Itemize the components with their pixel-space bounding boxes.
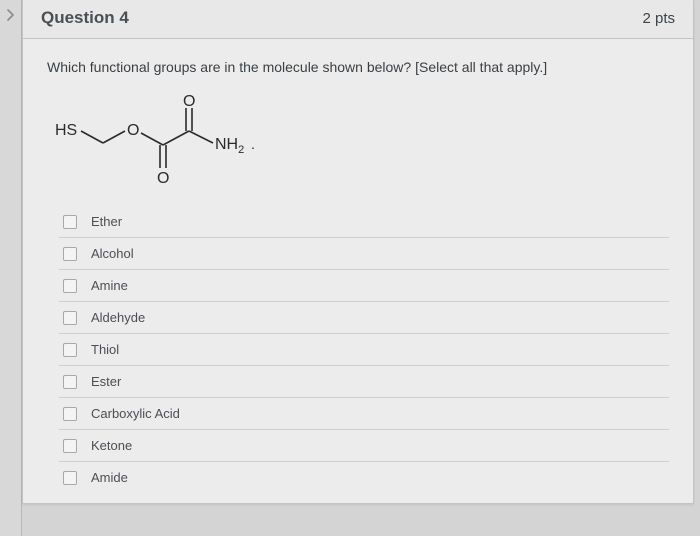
option-label: Alcohol: [91, 246, 134, 261]
question-body: Which functional groups are in the molec…: [23, 39, 693, 503]
bond: [103, 131, 125, 143]
option-label: Amine: [91, 278, 128, 293]
checkbox-icon[interactable]: [63, 279, 77, 293]
option-label: Amide: [91, 470, 128, 485]
bond: [81, 131, 103, 143]
option-row[interactable]: Amide: [59, 462, 669, 493]
checkbox-icon[interactable]: [63, 343, 77, 357]
bond: [141, 133, 163, 145]
option-label: Ether: [91, 214, 122, 229]
option-label: Thiol: [91, 342, 119, 357]
option-row[interactable]: Aldehyde: [59, 302, 669, 334]
option-row[interactable]: Thiol: [59, 334, 669, 366]
question-header: Question 4 2 pts: [23, 0, 693, 39]
question-title: Question 4: [41, 8, 129, 28]
question-collapse-gutter[interactable]: [0, 0, 22, 536]
option-row[interactable]: Ester: [59, 366, 669, 398]
option-row[interactable]: Carboxylic Acid: [59, 398, 669, 430]
label-nh2: NH2: [215, 136, 244, 156]
options-list: Ether Alcohol Amine Aldehyde Thiol Ester: [59, 206, 669, 493]
label-o-ether: O: [127, 122, 139, 139]
checkbox-icon[interactable]: [63, 215, 77, 229]
option-row[interactable]: Amine: [59, 270, 669, 302]
bond: [163, 131, 189, 145]
question-points: 2 pts: [642, 10, 675, 27]
label-o-top: O: [183, 93, 195, 110]
chevron-right-icon: [4, 8, 18, 22]
option-label: Aldehyde: [91, 310, 145, 325]
checkbox-icon[interactable]: [63, 471, 77, 485]
question-card: Question 4 2 pts Which functional groups…: [22, 0, 694, 504]
label-period: .: [251, 136, 255, 152]
checkbox-icon[interactable]: [63, 375, 77, 389]
option-label: Carboxylic Acid: [91, 406, 180, 421]
option-row[interactable]: Alcohol: [59, 238, 669, 270]
molecule-structure: HS O O: [51, 93, 669, 188]
label-hs: HS: [55, 122, 77, 139]
option-label: Ester: [91, 374, 121, 389]
checkbox-icon[interactable]: [63, 247, 77, 261]
question-prompt: Which functional groups are in the molec…: [47, 59, 669, 75]
label-o-bottom: O: [157, 170, 169, 183]
checkbox-icon[interactable]: [63, 311, 77, 325]
bond: [189, 131, 213, 143]
checkbox-icon[interactable]: [63, 407, 77, 421]
option-row[interactable]: Ether: [59, 206, 669, 238]
molecule-svg: HS O O: [51, 93, 291, 183]
option-row[interactable]: Ketone: [59, 430, 669, 462]
checkbox-icon[interactable]: [63, 439, 77, 453]
option-label: Ketone: [91, 438, 132, 453]
